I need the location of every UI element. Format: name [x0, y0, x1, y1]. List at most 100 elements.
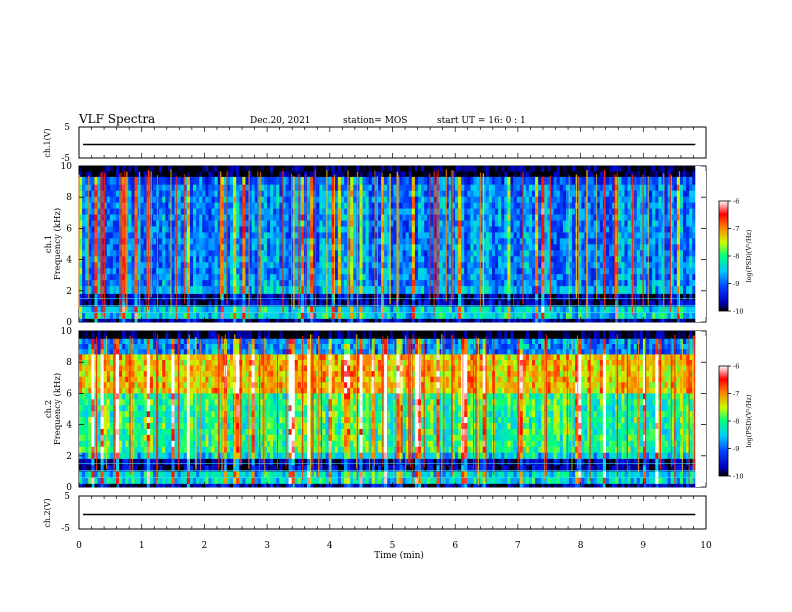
- spectrogram-cell: [568, 300, 573, 307]
- spectrogram-cell: [667, 190, 672, 198]
- spectrogram-cell: [214, 232, 219, 239]
- spectrogram-cell: [202, 208, 206, 215]
- spectrogram-cell: [266, 286, 271, 295]
- spectrogram-cell: [488, 208, 493, 215]
- spectrogram-cell: [236, 202, 240, 209]
- spectrogram-cell: [368, 202, 373, 209]
- spectrogram-cell: [193, 268, 197, 275]
- spectrogram-cell: [581, 214, 585, 221]
- spectrogram-cell: [578, 268, 582, 275]
- spectrogram-cell: [683, 256, 687, 263]
- spectrogram-cell: [285, 196, 289, 204]
- spectrogram-cell: [220, 300, 225, 307]
- spectrogram-cell: [513, 208, 517, 215]
- spectrogram-cell: [159, 262, 163, 269]
- spectrogram-cell: [211, 220, 215, 227]
- spectrogram-cell: [344, 220, 348, 227]
- spectrogram-cell: [245, 232, 249, 239]
- spectrogram-cell: [646, 171, 650, 178]
- spectrogram-cell: [350, 280, 354, 287]
- spectrogram-cell: [405, 286, 410, 295]
- spectrogram-cell: [162, 286, 166, 295]
- spectrogram-cell: [528, 190, 533, 198]
- spectrogram-cell: [359, 166, 363, 172]
- spectrogram-cell: [94, 312, 98, 320]
- spectrogram-cell: [498, 171, 502, 178]
- spectrogram-cell: [319, 306, 323, 314]
- spectrogram-cell: [454, 220, 459, 227]
- spectrogram-cell: [448, 196, 453, 204]
- spectrogram-cell: [501, 202, 505, 209]
- spectrogram-cell: [251, 190, 256, 198]
- spectrogram-cell: [692, 274, 696, 281]
- spectrogram-cell: [692, 244, 696, 251]
- spectrogram-cell: [461, 166, 465, 172]
- spectrogram-cell: [270, 250, 274, 257]
- spectrogram-cell: [590, 300, 595, 307]
- spectrogram-cell: [109, 256, 114, 263]
- spectrogram-cell: [522, 300, 527, 307]
- spectrogram-cell: [390, 220, 394, 227]
- spectrogram-cell: [642, 208, 647, 215]
- spectrogram-cell: [220, 286, 225, 295]
- spectrogram-cell: [82, 244, 86, 251]
- spectrogram-cell: [458, 286, 462, 295]
- spectrogram-cell: [350, 176, 354, 186]
- spectrogram-cell: [630, 312, 635, 320]
- spectrogram-cell: [94, 306, 98, 314]
- spectrogram-cell: [186, 166, 191, 172]
- spectrogram-cell: [226, 220, 231, 227]
- spectrogram-cell: [461, 286, 465, 295]
- spectrogram-cell: [473, 262, 477, 269]
- spectrogram-cell: [424, 306, 428, 314]
- spectrogram-cell: [528, 208, 533, 215]
- spectrogram-cell: [384, 244, 388, 251]
- spectrogram-cell: [664, 226, 668, 233]
- spectrogram-cell: [612, 274, 616, 281]
- spectrogram-cell: [97, 306, 101, 314]
- spectrogram-cell: [196, 293, 200, 301]
- spectrogram-cell: [390, 280, 394, 287]
- spectrogram-cell: [186, 300, 191, 307]
- spectrogram-cell: [85, 300, 89, 307]
- spectrogram-cell: [254, 300, 259, 307]
- spectrogram-cell: [596, 280, 601, 287]
- spectrogram-cell: [273, 262, 277, 269]
- spectrogram-cell: [91, 238, 95, 245]
- spectrogram-cell: [159, 176, 163, 186]
- spectrogram-cell: [612, 171, 616, 178]
- spectrogram-cell: [417, 244, 422, 251]
- spectrogram-cell: [374, 300, 379, 307]
- spectrogram-cell: [186, 262, 191, 269]
- spectrogram-cell: [417, 250, 422, 257]
- spectrogram-cell: [568, 274, 573, 281]
- spectrogram-cell: [655, 286, 659, 295]
- spectrogram-cell: [245, 202, 249, 209]
- spectrogram-cell: [516, 184, 521, 192]
- spectrogram-cell: [115, 293, 120, 301]
- spectrogram-cell: [550, 262, 554, 269]
- spectrogram-cell: [316, 196, 320, 204]
- spectrogram-cell: [85, 250, 89, 257]
- spectrogram-cell: [621, 196, 625, 204]
- spectrogram-cell: [491, 262, 496, 269]
- spectrogram-cell: [288, 274, 293, 281]
- spectrogram-cell: [461, 196, 465, 204]
- spectrogram-cell: [79, 176, 83, 186]
- spectrogram-cell: [618, 238, 622, 245]
- spectrogram-cell: [599, 312, 604, 320]
- spectrogram-cell: [504, 256, 508, 263]
- spectrogram-cell: [226, 214, 231, 221]
- spectrogram-cell: [467, 176, 471, 186]
- spectrogram-cell: [399, 232, 403, 239]
- spectrogram-cell: [183, 166, 188, 172]
- spectrogram-cell: [149, 166, 154, 172]
- spectrogram-cell: [482, 226, 487, 233]
- spectrogram-cell: [550, 306, 554, 314]
- spectrogram-cell: [353, 184, 357, 192]
- spectrogram-cell: [507, 250, 511, 257]
- spectrogram-cell: [106, 262, 111, 269]
- spectrogram-cell: [143, 220, 148, 227]
- spectrogram-cell: [421, 190, 425, 198]
- spectrogram-cell: [97, 232, 101, 239]
